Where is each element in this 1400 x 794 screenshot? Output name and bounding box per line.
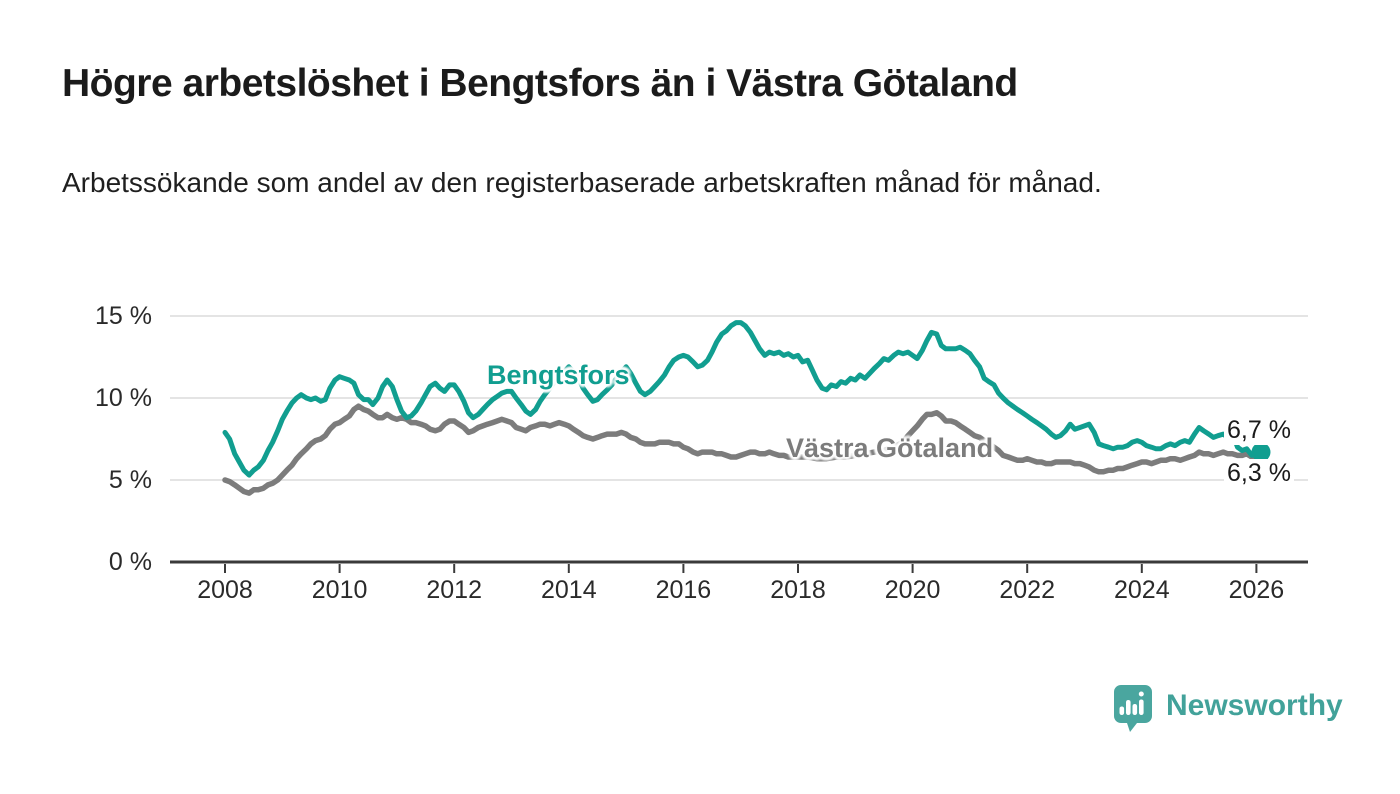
x-tick-label: 2014 (540, 576, 597, 604)
series-label-vastra-gotaland: Västra Götaland (786, 433, 994, 463)
y-tick-label: 15 % (95, 302, 152, 330)
bengtsfors-end-dot (1251, 442, 1271, 462)
x-tick-label: 2020 (884, 576, 941, 604)
x-tick-label: 2018 (770, 576, 826, 604)
vastra-gotaland-line (222, 403, 1264, 496)
x-tick-label: 2008 (197, 576, 253, 604)
x-tick-label: 2022 (999, 576, 1055, 604)
bengtsfors-line (222, 320, 1264, 478)
x-tick-label: 2026 (1228, 576, 1285, 604)
y-tick-label: 5 % (108, 466, 152, 494)
page-title: Högre arbetslöshet i Bengtsfors än i Väs… (62, 62, 1018, 105)
x-tick-label: 2010 (311, 576, 368, 604)
y-tick-label: 10 % (95, 384, 152, 412)
newsworthy-logo-text: Newsworthy (1166, 689, 1343, 722)
newsworthy-logo-icon (1114, 685, 1152, 732)
x-tick-label: 2012 (426, 576, 482, 604)
x-tick-label: 2016 (655, 576, 712, 604)
end-value-label-vastra-gotaland: 6,3 % (1224, 459, 1294, 488)
end-value-label-bengtsfors: 6,7 % (1224, 416, 1294, 445)
chart-subtitle: Arbetssökande som andel av den registerb… (62, 167, 1102, 198)
x-tick-label: 2024 (1113, 576, 1170, 604)
series-label-bengtsfors: Bengtsfors (487, 360, 630, 390)
y-tick-label: 0 % (108, 548, 152, 576)
newsworthy-logo[interactable]: Newsworthy (1113, 684, 1343, 734)
